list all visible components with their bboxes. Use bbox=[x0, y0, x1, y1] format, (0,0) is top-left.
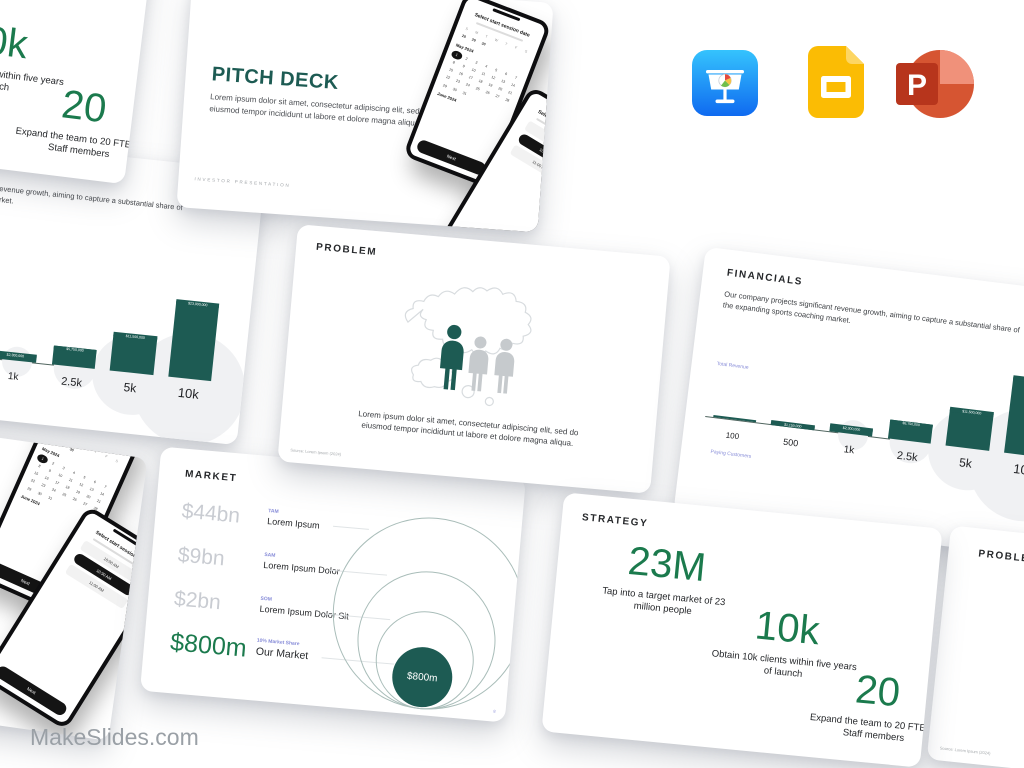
investor-presentation-footer: INVESTOR PRESENTATION bbox=[194, 176, 291, 188]
chart-plot-area: $1,150,000$2,300,000$5,750,000$11,500,00… bbox=[0, 265, 251, 446]
bar-column: $11,500,000 bbox=[102, 331, 164, 376]
market-row-som: $2bn SOM Lorem Ipsum Dolor Sit bbox=[173, 587, 350, 624]
bar-column: $23,000,000 bbox=[161, 298, 228, 382]
brand-logo-text: MakeSlides.com bbox=[30, 724, 199, 750]
bar: $11,500,000 bbox=[109, 331, 158, 376]
x-tick-label: 2.5k bbox=[896, 449, 919, 465]
slide-strategy: STRATEGY 23M Tap into a target market of… bbox=[541, 492, 943, 768]
x-tick-label: 1k bbox=[7, 370, 19, 383]
market-value: $800m bbox=[169, 628, 248, 663]
stat-value: 10k bbox=[0, 15, 31, 68]
bar: $23,000,000 bbox=[168, 299, 220, 382]
market-value: $9bn bbox=[176, 543, 226, 571]
next-button: Next bbox=[415, 138, 488, 177]
x-tick-label: 10k bbox=[177, 384, 200, 402]
stat-caption: Expand the team to 20 FTEs & Staff membe… bbox=[809, 711, 940, 745]
keynote-icon bbox=[692, 50, 758, 116]
svg-text:P: P bbox=[907, 69, 927, 102]
source-note: Source: Lorem Ipsum (2024) bbox=[290, 447, 342, 457]
bar-column: $1,150,000 bbox=[764, 419, 823, 430]
x-tick-label: 1k bbox=[842, 444, 855, 457]
bar-value-label: $5,750,000 bbox=[53, 345, 97, 354]
bar-value-label: $23,000,000 bbox=[175, 299, 220, 309]
x-tick-label: 10k bbox=[1012, 460, 1024, 479]
google-slides-icon bbox=[808, 46, 864, 118]
bar bbox=[712, 414, 757, 423]
bar-value-label: $1,150,000 bbox=[771, 420, 815, 430]
stat-value: 10k bbox=[753, 603, 822, 654]
slide-pitch-deck: PITCH DECK Lorem ipsum dolor sit amet, c… bbox=[176, 0, 554, 233]
bars-group: $1,150,000$2,300,000$5,750,000$11,500,00… bbox=[0, 266, 227, 382]
bar-column: $23,000,000 bbox=[996, 374, 1024, 459]
revenue-bar-chart: Total Revenue $1,150,000$2,300,000$5,750… bbox=[702, 336, 1024, 528]
market-name: Lorem Ipsum bbox=[266, 516, 321, 531]
source-note: Source: Lorem Ipsum (2024) bbox=[939, 745, 991, 756]
market-row-tam: $44bn TAM Lorem Ipsum bbox=[180, 499, 321, 534]
person-icon-highlight bbox=[439, 324, 464, 391]
slide-body-text: Our company projects significant revenue… bbox=[722, 289, 1021, 335]
market-row-our-market: $800m 10% Market Share Our Market bbox=[169, 628, 309, 667]
slide-market: MARKET $44bn TAM Lorem Ipsum $9bn SAM Lo… bbox=[140, 446, 526, 723]
calendar-widget: S M T W T F S 28 29 30 May 2024 1 2 3 4 5 6 7 8 9 10 11 12 13 14… bbox=[20, 431, 119, 512]
market-value: $44bn bbox=[180, 499, 242, 528]
stat-value: 20 bbox=[853, 667, 903, 716]
region-map-outline bbox=[404, 287, 532, 407]
x-tick-label: 2.5k bbox=[60, 375, 83, 390]
bar-value-label: $2,300,000 bbox=[829, 423, 874, 434]
slide-problem: PROBLEM Lorem ipsum dolor sit amet, cons… bbox=[277, 224, 671, 494]
x-axis-label: Paying Customers bbox=[710, 448, 752, 460]
stat-value: 20 bbox=[59, 82, 109, 132]
x-tick-label: 5k bbox=[958, 455, 973, 471]
bar-column bbox=[705, 414, 763, 423]
slide-title: STRATEGY bbox=[581, 512, 649, 530]
x-tick-label: 100 bbox=[725, 430, 740, 442]
stat-block: 20 Expand the team to 20 FTEs & Staff me… bbox=[809, 667, 939, 747]
market-value: $2bn bbox=[173, 587, 222, 615]
bar-value-label: $11,500,000 bbox=[113, 332, 158, 341]
powerpoint-icon: P bbox=[896, 50, 974, 118]
bar-value-label: $11,500,000 bbox=[950, 407, 994, 417]
bar-value-label: $23,000,000 bbox=[1013, 375, 1024, 386]
stat-block: 20 Expand the team to 20 FTEs & Staff me… bbox=[15, 81, 145, 163]
pitch-deck-title: PITCH DECK bbox=[211, 63, 340, 95]
bar: $11,500,000 bbox=[945, 406, 994, 451]
page-number: 8 bbox=[493, 708, 496, 714]
bar-value-label: $2,300,000 bbox=[0, 350, 38, 360]
pitch-deck-body: Lorem ipsum dolor sit amet, consectetur … bbox=[209, 92, 431, 128]
x-tick-label: 5k bbox=[122, 380, 138, 396]
bar: $1,150,000 bbox=[771, 420, 815, 430]
bar-column: $11,500,000 bbox=[938, 406, 1001, 452]
slide-title: PROBLEM bbox=[977, 548, 1024, 566]
slide-title: MARKET bbox=[184, 468, 238, 485]
slide-title: PROBLEM bbox=[315, 241, 378, 259]
slide-product-phones-cropped: Select start session date S M T W T F S 28 29 30 M… bbox=[0, 400, 148, 741]
next-button: Next bbox=[0, 664, 69, 718]
bar: $23,000,000 bbox=[1004, 375, 1024, 458]
revenue-bar-chart: Total Revenue $1,150,000$2,300,000$5,750… bbox=[0, 265, 251, 446]
market-name: Our Market bbox=[255, 645, 309, 663]
person-icon bbox=[494, 338, 515, 394]
market-row-sam: $9bn SAM Lorem Ipsum Dolor bbox=[176, 543, 341, 579]
x-tick-label: 500 bbox=[782, 436, 799, 449]
stat-value: 23M bbox=[626, 538, 708, 591]
person-icon bbox=[468, 336, 489, 392]
slide-problem-cropped: PROBLEM Source: Lorem Ipsum (2024) bbox=[926, 525, 1024, 768]
slide-title: FINANCIALS bbox=[726, 267, 804, 288]
bar-value-label: $5,750,000 bbox=[889, 419, 933, 429]
connector-line bbox=[333, 525, 369, 530]
